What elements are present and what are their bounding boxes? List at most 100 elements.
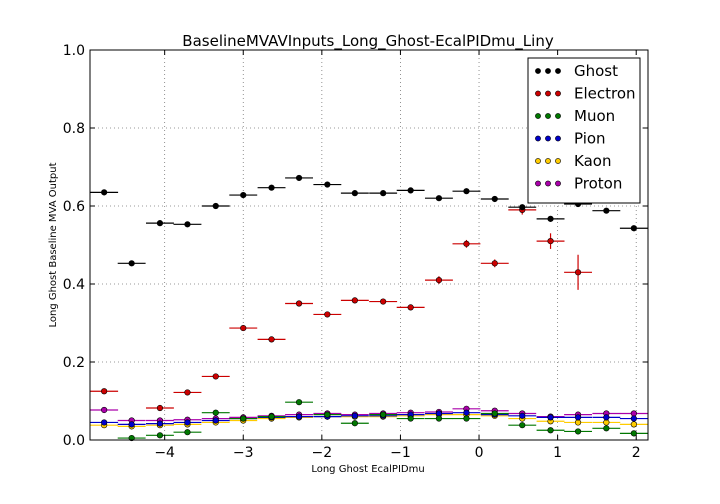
plot-frame	[89, 49, 649, 441]
data-point	[101, 189, 108, 196]
data-point	[491, 195, 498, 203]
legend-marker	[555, 68, 561, 74]
data-point	[603, 414, 610, 421]
series-electron	[90, 205, 593, 412]
data-point	[295, 174, 303, 182]
legend-marker	[545, 180, 551, 187]
data-point	[519, 204, 526, 211]
legend-marker	[535, 180, 541, 187]
legend-entry-label: Pion	[574, 130, 606, 148]
data-point	[630, 421, 637, 428]
x-tick-label: −4	[154, 445, 175, 461]
data-point	[295, 399, 303, 406]
legend-marker	[545, 90, 551, 97]
data-point	[380, 298, 387, 305]
data-point	[463, 415, 470, 422]
data-point	[463, 240, 470, 247]
data-point	[547, 215, 554, 222]
data-point	[519, 412, 526, 419]
data-point	[630, 410, 637, 417]
data-point	[156, 404, 164, 412]
data-point	[380, 411, 387, 418]
data-point	[574, 414, 582, 421]
data-point	[463, 409, 470, 416]
data-point	[407, 304, 414, 311]
data-point	[351, 420, 358, 427]
data-point	[324, 311, 331, 318]
x-axis-label: Long Ghost EcalPIDmu	[311, 464, 424, 475]
legend-marker	[555, 113, 561, 119]
y-tick-label: 1.0	[63, 43, 85, 59]
data-point	[463, 188, 470, 195]
y-tick-label: 0.6	[63, 199, 85, 215]
data-point	[268, 184, 275, 191]
data-point	[184, 429, 191, 436]
legend-marker	[545, 113, 551, 119]
legend-marker	[555, 135, 561, 142]
y-tick-label: 0.0	[63, 433, 85, 449]
data-point	[184, 389, 191, 396]
data-point	[435, 195, 443, 202]
data-point	[574, 428, 582, 435]
legend-entry-label: Electron	[574, 85, 636, 103]
x-tick-label: 1	[553, 445, 562, 461]
data-point	[574, 269, 582, 276]
data-point	[212, 417, 219, 424]
data-point	[240, 191, 247, 199]
data-series	[90, 174, 648, 442]
legend-marker	[535, 158, 541, 164]
y-axis-label: Long Ghost Baseline MVA Output	[48, 162, 59, 327]
y-tick-label: 0.4	[63, 277, 85, 293]
data-point	[101, 419, 108, 426]
legend-marker	[545, 68, 551, 74]
legend-marker	[535, 68, 541, 74]
data-point	[184, 221, 191, 228]
data-point	[212, 373, 219, 380]
data-point	[630, 430, 637, 437]
y-tick-label: 0.8	[63, 121, 85, 137]
data-point	[574, 419, 582, 426]
x-tick-label: −2	[312, 445, 333, 461]
data-point	[324, 411, 331, 418]
legend-marker	[535, 90, 541, 97]
data-point	[351, 190, 358, 197]
data-point	[351, 297, 358, 304]
data-point	[240, 324, 247, 332]
data-point	[435, 277, 443, 284]
data-point	[491, 260, 498, 267]
data-point	[491, 410, 498, 417]
data-point	[156, 432, 164, 439]
x-tick-label: 2	[632, 445, 641, 461]
data-point	[519, 422, 526, 429]
legend-entry-label: Ghost	[574, 62, 618, 80]
data-point	[630, 225, 637, 232]
legend-marker	[535, 113, 541, 119]
data-point	[435, 410, 443, 417]
data-point	[268, 413, 275, 420]
series-ghost	[90, 174, 648, 267]
axis-ticks: −4 −3 −2 −1 0 1 2 0.0 0.2 0.4 0.6 0.8 1.0	[63, 43, 648, 461]
legend-marker	[545, 158, 551, 164]
legend-marker	[545, 135, 551, 142]
data-point	[547, 427, 554, 434]
data-point	[156, 420, 164, 427]
legend-entry-label: Proton	[574, 175, 622, 193]
data-point	[407, 415, 414, 422]
x-tick-label: −1	[390, 445, 411, 461]
data-point	[295, 413, 303, 420]
x-tick-label: 0	[475, 445, 484, 461]
y-tick-label: 0.2	[63, 355, 85, 371]
data-point	[212, 409, 219, 416]
data-point	[268, 336, 275, 343]
legend-box	[527, 57, 641, 204]
data-point	[156, 220, 164, 227]
legend-entry-label: Muon	[574, 107, 615, 125]
data-point	[128, 260, 135, 267]
data-point	[351, 412, 358, 419]
x-tick-label: −3	[233, 445, 254, 461]
data-point	[547, 414, 554, 421]
data-point	[240, 415, 247, 422]
data-point	[212, 202, 219, 210]
legend-marker	[555, 180, 561, 187]
